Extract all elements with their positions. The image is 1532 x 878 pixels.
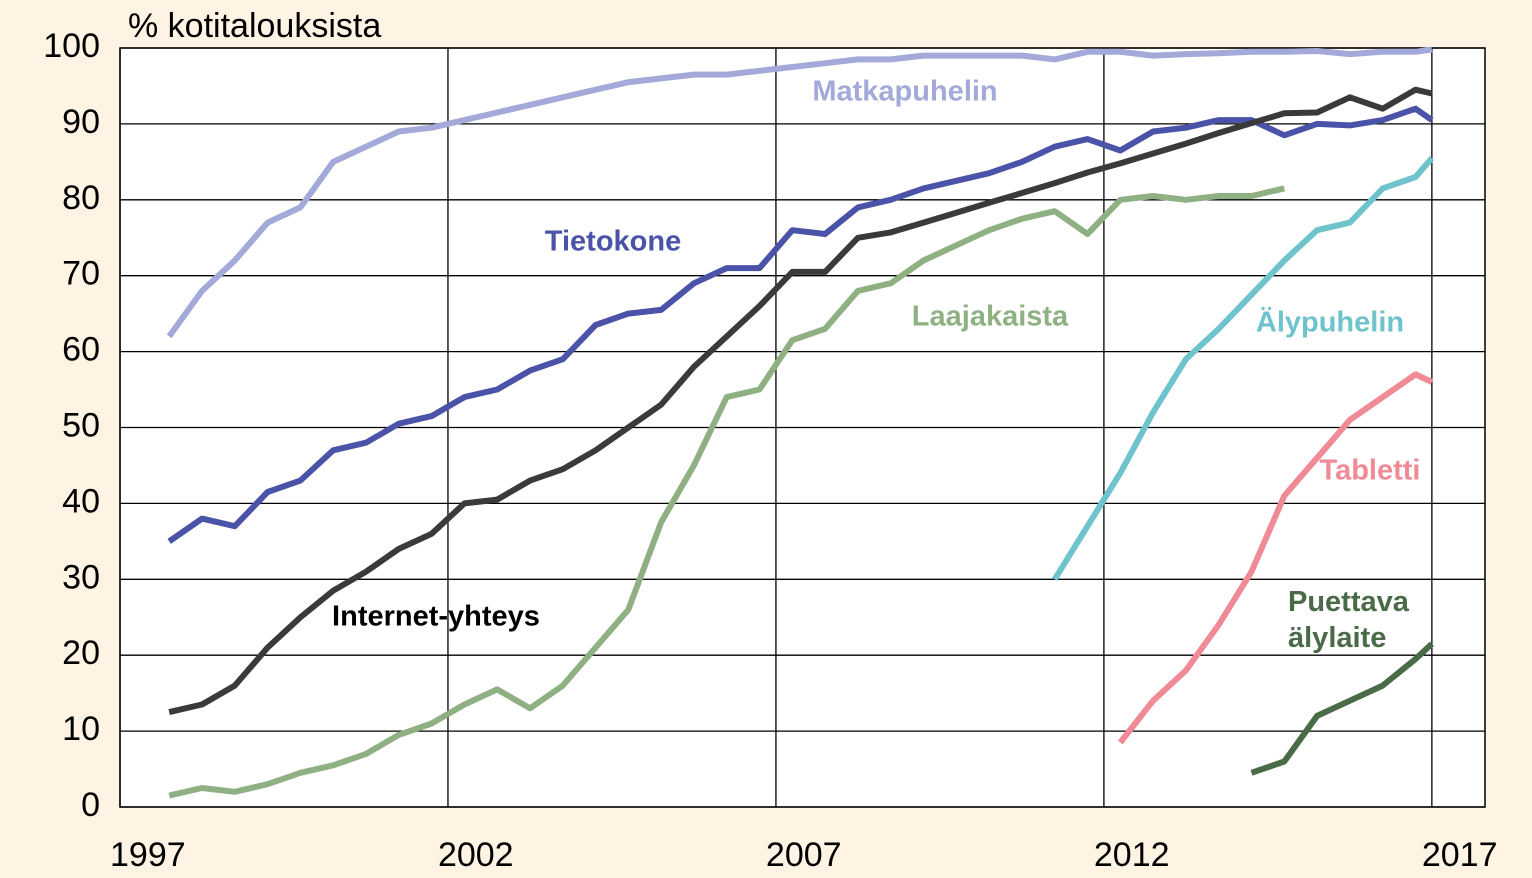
series-line [167, 105, 1434, 544]
y-tick-label: 100 [43, 27, 100, 65]
series-label: Laajakaista [912, 301, 1069, 333]
series-line [1117, 371, 1434, 745]
x-tick-label: 2012 [1094, 836, 1170, 874]
y-tick-label: 70 [62, 255, 100, 293]
series-label: Tietokone [545, 226, 681, 258]
series-label: Internet-yhteys [332, 601, 540, 633]
series-line [1052, 156, 1435, 581]
series-label: Puettava älylaite [1288, 586, 1409, 654]
series-label: Älypuhelin [1256, 306, 1404, 339]
x-tick-label: 1997 [110, 836, 186, 874]
series-line [168, 185, 1285, 799]
x-tick-label: 2007 [766, 836, 842, 874]
series-line [1250, 641, 1434, 776]
y-tick-label: 50 [62, 406, 100, 444]
y-tick-label: 30 [62, 558, 100, 596]
y-tick-label: 40 [62, 482, 100, 520]
series-label: Tabletti [1320, 455, 1421, 487]
y-tick-label: 0 [81, 786, 100, 824]
plot-border [119, 47, 1486, 808]
y-axis-label: % kotitalouksista [128, 7, 381, 45]
y-tick-label: 60 [62, 331, 100, 369]
y-tick-label: 10 [62, 710, 100, 748]
y-tick-label: 90 [62, 103, 100, 141]
series-line [166, 46, 1433, 339]
series-line [168, 86, 1433, 716]
y-tick-label: 20 [62, 634, 100, 672]
x-tick-label: 2002 [438, 836, 514, 874]
x-tick-label: 2017 [1422, 836, 1498, 874]
series-label: Matkapuhelin [812, 76, 997, 108]
y-tick-label: 80 [62, 179, 100, 217]
